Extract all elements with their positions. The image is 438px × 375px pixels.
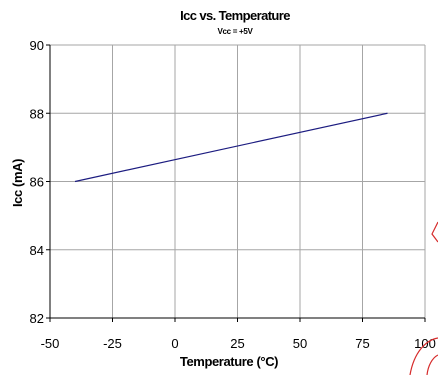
grid bbox=[49, 44, 426, 319]
chart-title: Icc vs. Temperature bbox=[180, 8, 290, 23]
annotation-mark-lower-inner bbox=[426, 354, 438, 375]
x-tick-label: 100 bbox=[414, 336, 436, 351]
series-line bbox=[74, 112, 388, 183]
annotation-mark-lower bbox=[409, 337, 438, 375]
annotation-mark-upper bbox=[431, 221, 438, 243]
x-tick-labels: -50 -25 0 25 50 75 100 bbox=[41, 336, 436, 351]
y-tick-label: 86 bbox=[30, 175, 44, 190]
y-tick-label: 84 bbox=[30, 243, 44, 258]
y-tick-label: 88 bbox=[30, 106, 44, 121]
x-tick-label: -50 bbox=[41, 336, 60, 351]
series-layer bbox=[74, 112, 388, 183]
x-tick-label: 0 bbox=[171, 336, 178, 351]
x-axis-label: Temperature (°C) bbox=[180, 354, 278, 369]
y-tick-label: 90 bbox=[30, 38, 44, 53]
y-tick-label: 82 bbox=[30, 311, 44, 326]
chart-subtitle: Vcc = +5V bbox=[217, 27, 253, 36]
x-tick-label: 25 bbox=[230, 336, 244, 351]
y-axis-label: Icc (mA) bbox=[10, 159, 25, 207]
x-tick-label: 50 bbox=[293, 336, 307, 351]
axes bbox=[46, 44, 426, 322]
x-tick-label: 75 bbox=[355, 336, 369, 351]
x-tick-label: -25 bbox=[103, 336, 122, 351]
y-tick-labels: 82 84 86 88 90 bbox=[30, 38, 44, 326]
